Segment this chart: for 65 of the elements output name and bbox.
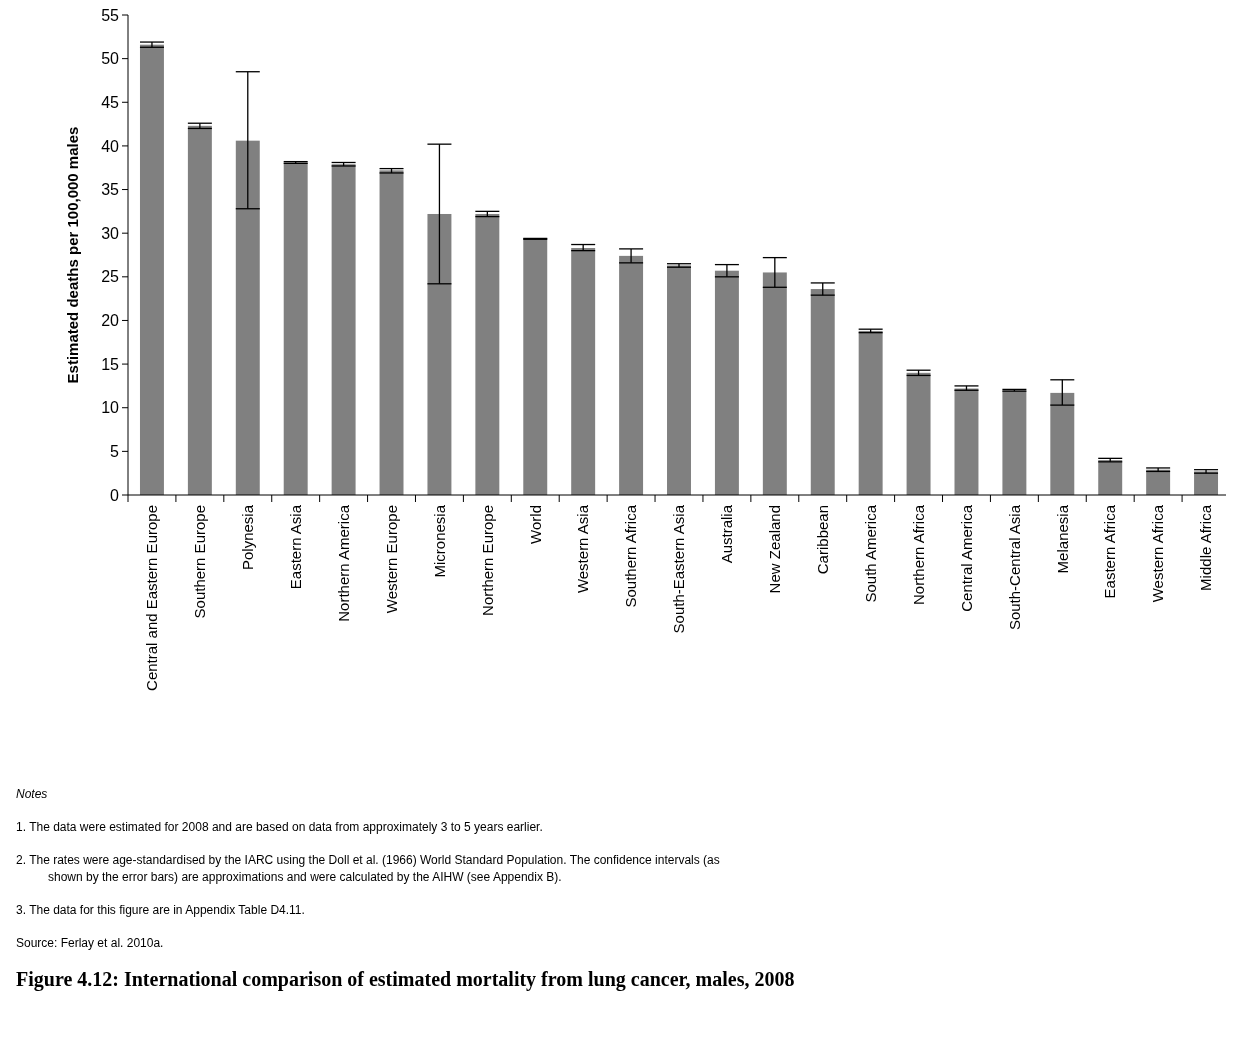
x-tick-label: Northern Europe	[478, 505, 496, 616]
bar	[379, 170, 404, 495]
y-tick-label: 50	[101, 50, 120, 68]
x-tick-label: Eastern Africa	[1101, 504, 1119, 599]
bar	[1194, 471, 1219, 495]
x-tick-label: Eastern Asia	[286, 504, 304, 590]
bar	[954, 388, 979, 495]
y-axis-title: Estimated deaths per 100,000 males	[64, 126, 81, 384]
y-tick-label: 5	[110, 442, 120, 460]
x-tick-label: Australia	[718, 504, 736, 564]
y-tick-label: 55	[101, 6, 120, 24]
bar	[906, 372, 931, 495]
source-note: Source: Ferlay et al. 2010a.	[16, 936, 164, 950]
bar	[427, 213, 452, 495]
x-tick-label: New Zealand	[766, 505, 784, 594]
text: Figure 4.12: International comparison of estimated mortality from lung cancer, males, 2008	[16, 968, 795, 991]
bar	[475, 213, 500, 495]
bar	[571, 248, 596, 495]
y-tick-label: 25	[101, 268, 120, 286]
x-tick-label: Central and Eastern Europe	[143, 505, 161, 691]
bar	[858, 330, 883, 495]
x-tick-label: South-Eastern Asia	[670, 504, 688, 634]
y-tick-label: 10	[101, 399, 120, 417]
x-tick-label: Northern America	[334, 504, 352, 622]
x-tick-label: South-Central Asia	[1005, 504, 1023, 631]
bar	[523, 238, 548, 495]
bar	[1098, 460, 1123, 495]
x-tick-label: South America	[861, 504, 879, 603]
text: Notes	[16, 787, 48, 801]
bar	[331, 164, 356, 495]
bar	[619, 255, 644, 495]
bar	[1050, 392, 1075, 495]
bar	[139, 44, 164, 495]
bar	[283, 162, 308, 495]
bar	[714, 270, 739, 495]
x-tick-label: World	[526, 505, 544, 544]
y-tick-label: 0	[110, 486, 120, 504]
text: 3. The data for this figure are in Appendix Table D4.11.	[16, 903, 305, 917]
text: 1. The data were estimated for 2008 and are based on data from approximately 3 to 5 years earlier.	[16, 820, 543, 834]
x-tick-label: Northern Africa	[909, 504, 927, 606]
x-tick-label: Western Europe	[382, 505, 400, 614]
x-tick-label: Middle Africa	[1197, 504, 1215, 591]
x-tick-label: Caribbean	[813, 505, 831, 575]
bar	[810, 289, 835, 495]
bar	[1002, 390, 1027, 495]
x-tick-label: Micronesia	[430, 504, 448, 578]
bar	[235, 140, 260, 495]
bar	[1146, 469, 1171, 495]
y-tick-label: 15	[101, 355, 120, 373]
x-tick-label: Melanesia	[1053, 504, 1071, 574]
bar	[762, 272, 787, 495]
x-tick-label: Southern Europe	[191, 505, 209, 619]
y-tick-label: 35	[101, 181, 120, 199]
y-tick-label: 30	[101, 224, 120, 242]
y-tick-label: 20	[101, 312, 120, 330]
bar	[187, 125, 212, 495]
bar	[667, 265, 691, 495]
x-tick-label: Polynesia	[239, 504, 257, 571]
y-tick-label: 45	[101, 93, 120, 111]
x-tick-label: Western Asia	[574, 504, 592, 594]
x-tick-label: Central America	[957, 504, 975, 612]
y-tick-label: 40	[101, 137, 120, 155]
text: 2. The rates were age-standardised by the IARC using the Doll et al. (1966) World Standard Population. The confidence intervals (as shown by the error bars) are approximations and were calculated by the AIHW (see Appendix B).	[16, 853, 720, 884]
x-tick-label: Western Africa	[1149, 504, 1167, 603]
x-tick-label: Southern Africa	[622, 504, 640, 608]
